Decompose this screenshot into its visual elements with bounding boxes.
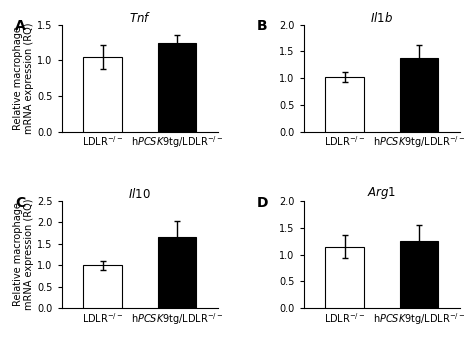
Text: D: D <box>257 196 268 210</box>
Title: $\it{Arg1}$: $\it{Arg1}$ <box>367 185 396 201</box>
Title: $\it{Tnf}$: $\it{Tnf}$ <box>128 11 151 25</box>
Title: $\it{Il10}$: $\it{Il10}$ <box>128 187 151 201</box>
Y-axis label: Relative macrophage
mRNA expression (RQ): Relative macrophage mRNA expression (RQ) <box>13 199 34 310</box>
Bar <box>325 246 364 308</box>
Bar <box>83 57 122 132</box>
Y-axis label: Relative macrophage
mRNA expression (RQ): Relative macrophage mRNA expression (RQ) <box>13 22 35 134</box>
Bar <box>400 241 438 308</box>
Bar <box>157 238 196 308</box>
Bar <box>157 42 196 132</box>
Bar <box>83 265 122 308</box>
Text: A: A <box>15 19 26 33</box>
Text: C: C <box>15 196 25 210</box>
Title: $\it{Il1b}$: $\it{Il1b}$ <box>370 11 393 25</box>
Bar <box>325 77 364 132</box>
Text: B: B <box>257 19 267 33</box>
Bar <box>400 58 438 132</box>
